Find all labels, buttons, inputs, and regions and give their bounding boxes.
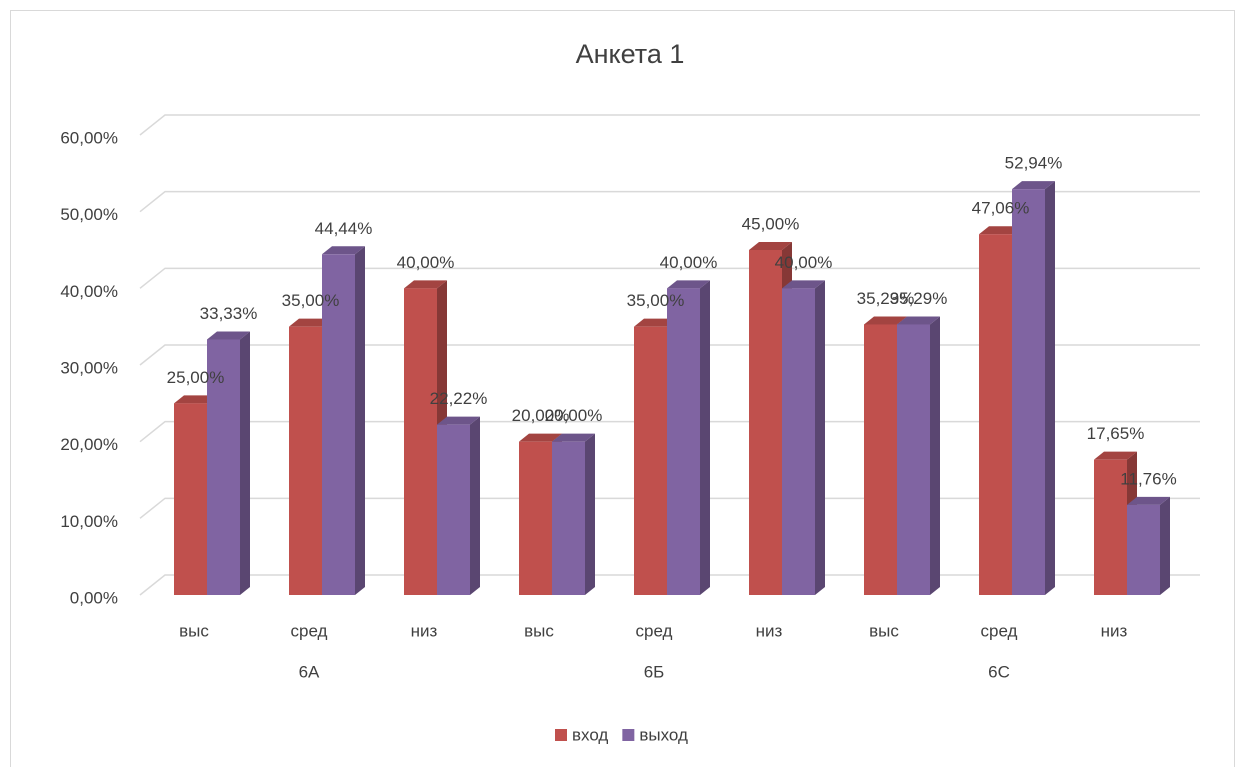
y-tick-label: 40,00% (60, 282, 118, 301)
bar (552, 441, 585, 595)
data-label: 35,29% (857, 289, 915, 308)
data-label: 35,00% (282, 291, 340, 310)
bar (1094, 459, 1127, 595)
data-label: 33,33% (200, 304, 258, 323)
bar (897, 324, 930, 595)
bar-top (1127, 496, 1170, 505)
bar-side (470, 416, 480, 595)
legend-swatch (555, 729, 567, 741)
data-label: 40,00% (775, 253, 833, 272)
bar (667, 288, 700, 595)
y-tick-label: 60,00% (60, 128, 118, 147)
x-tick-label: сред (291, 621, 328, 640)
data-label: 40,00% (660, 253, 718, 272)
x-tick-label: низ (1101, 621, 1128, 640)
data-label: 22,22% (430, 389, 488, 408)
data-label: 44,44% (315, 219, 373, 238)
bar-top (864, 316, 907, 325)
grid-line (139, 574, 1200, 596)
bar (322, 254, 355, 595)
bar-top (437, 416, 480, 425)
y-tick-label: 50,00% (60, 205, 118, 224)
legend-label: выход (639, 725, 688, 744)
bar (634, 326, 667, 595)
bar-top (1094, 451, 1137, 460)
bar-top (782, 280, 825, 289)
data-label: 17,65% (1087, 424, 1145, 443)
bar-side (1160, 496, 1170, 595)
bar-side (1045, 181, 1055, 596)
x-tick-label: выс (869, 621, 899, 640)
y-tick-label: 10,00% (60, 512, 118, 531)
data-label: 52,94% (1005, 154, 1063, 173)
y-tick-label: 20,00% (60, 435, 118, 454)
bar-top (322, 246, 365, 255)
bar (289, 326, 322, 595)
y-tick-label: 30,00% (60, 358, 118, 377)
x-tick-label: низ (411, 621, 438, 640)
bar-top (634, 318, 677, 327)
legend-swatch (622, 729, 635, 741)
data-label: 20,00% (512, 406, 570, 425)
grid-line (139, 267, 1200, 289)
bar (404, 288, 437, 595)
data-label: 11,76% (1120, 469, 1176, 488)
data-label: 47,06% (972, 199, 1030, 218)
bar-top (207, 331, 250, 340)
bar-side (240, 331, 250, 595)
bar-side (815, 280, 825, 595)
group-label: 6А (299, 662, 320, 681)
grid-line (139, 497, 1200, 519)
bar (864, 324, 897, 595)
bar-top (749, 242, 792, 250)
bar (749, 250, 782, 595)
bar (979, 234, 1012, 595)
grid-line (139, 420, 1200, 443)
data-label: 25,00% (167, 368, 225, 387)
data-label: 20,00% (545, 406, 603, 425)
bar-side (355, 246, 365, 595)
bar-side (700, 280, 710, 595)
data-label: 40,00% (397, 253, 455, 272)
x-tick-label: сред (981, 621, 1018, 640)
legend-label: вход (572, 725, 608, 744)
bar (519, 441, 552, 595)
group-label: 6Б (644, 662, 665, 681)
bar-top (174, 395, 217, 404)
bar-top (519, 433, 562, 442)
bar-top (404, 280, 447, 289)
bar (782, 288, 815, 595)
grid-line (139, 190, 1200, 213)
bar-side (585, 433, 595, 595)
bar-top (289, 318, 332, 327)
bar-top (979, 226, 1022, 235)
y-tick-label: 0,00% (70, 588, 118, 607)
x-tick-label: выс (524, 621, 554, 640)
bar-side (930, 316, 940, 595)
bar (174, 403, 207, 595)
data-label: 35,00% (627, 291, 685, 310)
grid-line (139, 344, 1200, 366)
bar-top (552, 433, 595, 442)
chart-title: Анкета 1 (576, 39, 685, 69)
x-tick-label: низ (756, 621, 783, 640)
bar (437, 424, 470, 595)
x-tick-label: сред (636, 621, 673, 640)
bar (1012, 189, 1045, 596)
bar-top (667, 280, 710, 289)
bar-top (1012, 181, 1055, 190)
x-tick-label: выс (179, 621, 209, 640)
group-label: 6С (988, 662, 1010, 681)
data-label: 45,00% (742, 214, 800, 233)
grid-line (139, 114, 1200, 136)
bar (207, 339, 240, 595)
bar-top (897, 316, 940, 325)
data-label: 35,29% (890, 289, 948, 308)
bar (1127, 504, 1160, 595)
